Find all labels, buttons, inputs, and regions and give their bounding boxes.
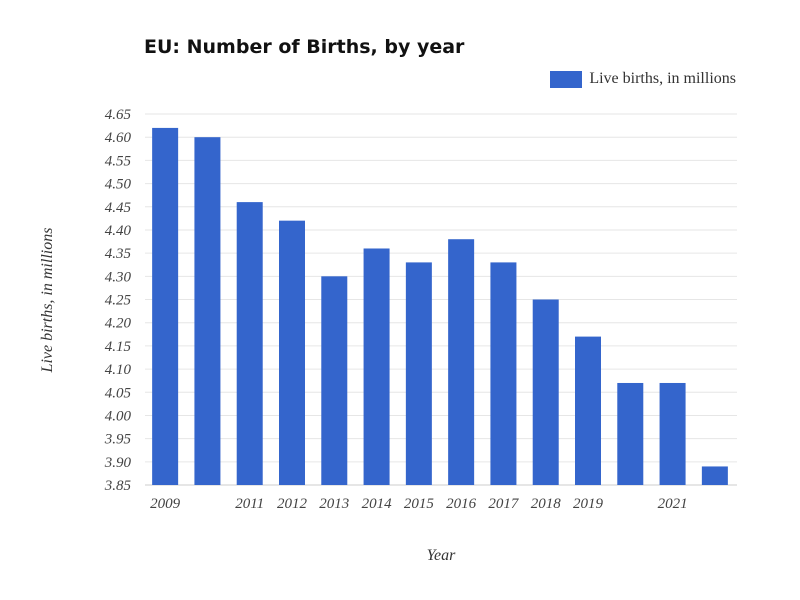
bar-2018 (532, 299, 559, 485)
y-tick-label: 4.40 (105, 223, 132, 239)
y-tick-label: 4.60 (105, 130, 132, 146)
bar-2013 (321, 276, 348, 485)
y-tick-label: 4.15 (105, 339, 132, 355)
x-tick-label: 2018 (531, 496, 562, 512)
y-tick-label: 4.45 (105, 200, 132, 216)
bar-2012 (279, 220, 305, 485)
x-tick-label: 2021 (658, 496, 688, 512)
x-tick-label: 2014 (362, 496, 393, 512)
chart-title: EU: Number of Births, by year (144, 36, 465, 58)
bar-2015 (405, 262, 432, 485)
y-axis-title: Live births, in millions (39, 228, 56, 374)
x-tick-label: 2019 (573, 496, 604, 512)
bar-2016 (448, 239, 475, 485)
y-axis-ticks: 3.85 3.90 3.95 4.00 4.05 4.10 4.15 4.20 4.25 4.30… (104, 107, 132, 494)
y-tick-label: 4.00 (105, 408, 132, 424)
bar-2011 (236, 202, 263, 486)
legend-label: Live births, in millions (589, 70, 736, 87)
x-tick-label: 2012 (277, 496, 308, 512)
y-tick-label: 4.50 (105, 177, 132, 193)
y-tick-label: 3.95 (104, 432, 132, 448)
x-tick-label: 2011 (235, 496, 264, 512)
gridlines (145, 113, 737, 486)
y-tick-label: 4.30 (105, 269, 132, 285)
y-tick-label: 4.35 (105, 246, 132, 262)
x-tick-label: 2016 (446, 496, 477, 512)
x-tick-label: 2017 (488, 496, 520, 512)
bar-2010 (194, 137, 221, 485)
bar-2022 (701, 466, 728, 485)
bar-2017 (490, 262, 517, 485)
legend-swatch (550, 70, 583, 88)
bar-2014 (363, 248, 390, 485)
y-tick-label: 4.20 (105, 316, 132, 332)
legend: Live births, in millions (550, 70, 736, 88)
bars (152, 127, 728, 486)
bar-2009 (152, 127, 179, 485)
y-tick-label: 4.65 (105, 107, 132, 123)
x-tick-label: 2015 (404, 496, 435, 512)
x-tick-label: 2009 (150, 496, 181, 512)
bar-2020 (617, 382, 644, 485)
y-tick-label: 3.85 (104, 478, 132, 494)
y-tick-label: 4.10 (105, 362, 132, 378)
x-tick-label: 2013 (319, 496, 349, 512)
y-tick-label: 4.05 (105, 385, 132, 401)
bar-2019 (575, 336, 601, 485)
y-tick-label: 3.90 (104, 455, 132, 471)
x-axis-title: Year (427, 547, 457, 564)
y-tick-label: 4.55 (105, 153, 132, 169)
x-axis-ticks: 2009 2011 2012 2013 2014 2015 2016 2017 2018 2019… (150, 496, 687, 512)
bar-2021 (659, 382, 686, 485)
y-tick-label: 4.25 (105, 293, 132, 309)
